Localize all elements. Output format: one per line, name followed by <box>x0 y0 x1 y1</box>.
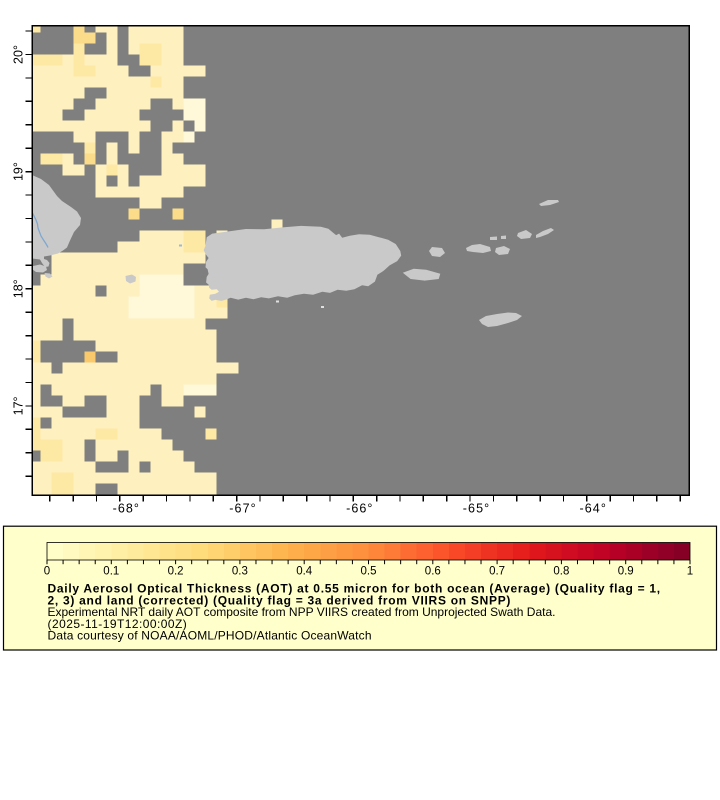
svg-text:0: 0 <box>44 566 50 578</box>
svg-text:-64°: -64° <box>579 502 606 516</box>
svg-text:0.6: 0.6 <box>425 566 441 578</box>
svg-text:-66°: -66° <box>346 502 373 516</box>
svg-text:(2025-11-19T12:00:00Z): (2025-11-19T12:00:00Z) <box>48 617 188 631</box>
svg-text:Daily Aerosol Optical Thicknes: Daily Aerosol Optical Thickness (AOT) at… <box>48 582 661 596</box>
svg-text:0.1: 0.1 <box>103 566 119 578</box>
svg-text:19°: 19° <box>11 162 25 181</box>
svg-text:0.2: 0.2 <box>168 566 184 578</box>
svg-text:Experimental NRT daily AOT com: Experimental NRT daily AOT composite fro… <box>48 605 556 619</box>
svg-text:18°: 18° <box>11 279 25 298</box>
svg-text:0.9: 0.9 <box>618 566 634 578</box>
svg-text:2, 3) and land (corrected) (Qu: 2, 3) and land (corrected) (Quality flag… <box>48 593 512 607</box>
svg-text:1: 1 <box>687 566 693 578</box>
svg-text:-65°: -65° <box>463 502 490 516</box>
svg-text:0.8: 0.8 <box>553 566 569 578</box>
svg-text:Data courtesy of NOAA/AOML/PHO: Data courtesy of NOAA/AOML/PHOD/Atlantic… <box>48 629 372 643</box>
svg-text:-67°: -67° <box>229 502 256 516</box>
svg-text:0.7: 0.7 <box>489 566 505 578</box>
svg-text:0.4: 0.4 <box>296 566 313 578</box>
svg-text:-68°: -68° <box>113 502 140 516</box>
svg-text:17°: 17° <box>11 396 25 415</box>
svg-text:0.3: 0.3 <box>232 566 248 578</box>
svg-text:0.5: 0.5 <box>361 566 377 578</box>
svg-text:20°: 20° <box>11 45 25 64</box>
